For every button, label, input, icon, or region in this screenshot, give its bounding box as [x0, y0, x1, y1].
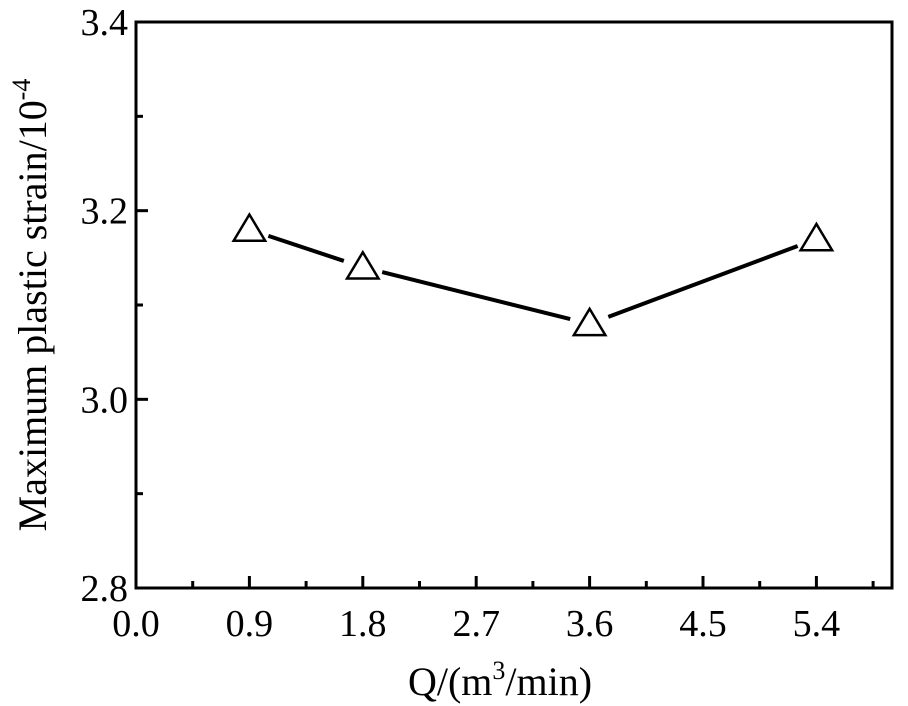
data-point-marker	[344, 249, 381, 280]
data-point-marker	[231, 212, 268, 243]
x-axis-title: Q/(m3/min)	[408, 656, 592, 704]
series-line-segment	[607, 244, 799, 319]
x-tick-label: 1.8	[339, 603, 387, 645]
x-tick-label: 4.5	[679, 603, 727, 645]
y-tick-label: 3.0	[81, 379, 129, 421]
x-axis-title-suffix: /min)	[505, 659, 592, 704]
data-point-marker	[571, 306, 608, 337]
x-tick-label: 0.0	[112, 603, 160, 645]
y-tick-label: 2.8	[81, 568, 129, 610]
x-tick-label: 3.6	[566, 603, 614, 645]
series-group	[231, 212, 835, 337]
series-line-segment	[267, 233, 345, 263]
x-tick-label: 0.9	[226, 603, 274, 645]
x-axis-title-superscript: 3	[492, 656, 505, 685]
y-axis-ticks: 2.8 3.0 3.2 3.4	[81, 2, 148, 610]
y-tick-label: 3.2	[81, 191, 129, 233]
series-line-segment	[381, 270, 571, 321]
y-axis-title-superscript: -4	[7, 79, 36, 101]
x-tick-label: 5.4	[793, 603, 841, 645]
y-tick-label: 3.4	[81, 2, 129, 44]
y-axis-title-text: Maximum plastic strain/10	[10, 100, 55, 531]
x-axis-title-prefix: Q/(m	[408, 659, 492, 704]
data-point-marker	[798, 221, 835, 252]
y-axis-title: Maximum plastic strain/10-4	[7, 79, 55, 532]
x-tick-label: 2.7	[452, 603, 500, 645]
x-axis-ticks: 0.0 0.9 1.8 2.7 3.6 4.5 5.4	[112, 576, 875, 645]
